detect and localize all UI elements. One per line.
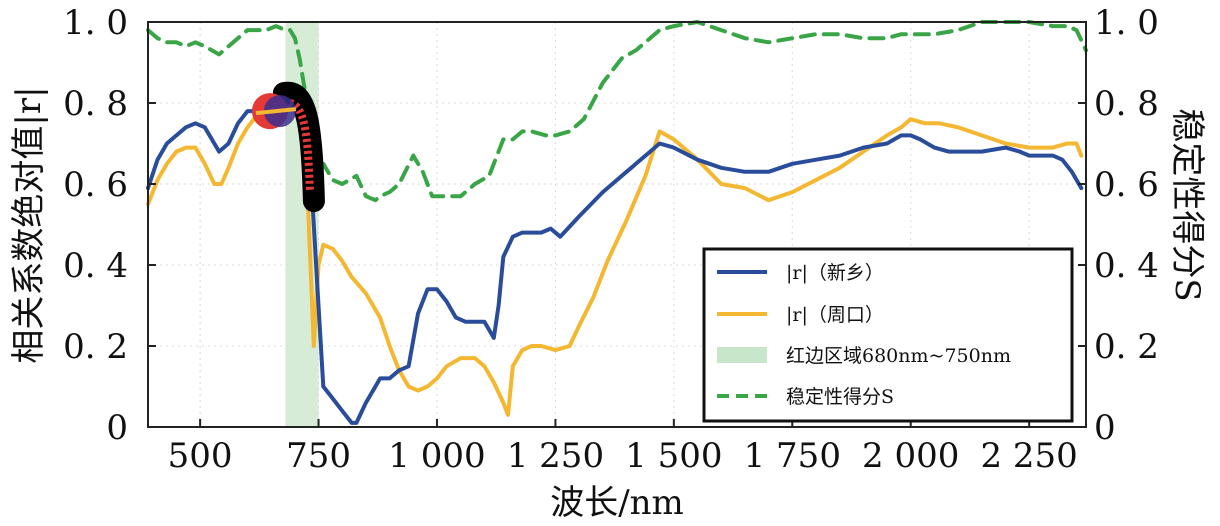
legend-label: 稳定性得分S: [786, 386, 894, 408]
y-left-tick-label: 0. 6: [63, 165, 128, 205]
legend-label: 红边区域680nm~750nm: [786, 345, 1011, 367]
x-tick-label: 1 750: [744, 436, 841, 476]
highlight-stroke-yellow: [255, 107, 297, 116]
highlight-cluster: [251, 81, 325, 213]
y-left-tick-label: 0: [106, 408, 128, 448]
x-tick-label: 1 250: [507, 436, 604, 476]
x-tick-label: 1 000: [388, 436, 485, 476]
x-tick-label: 750: [286, 436, 351, 476]
x-tick-label: 2 000: [862, 436, 959, 476]
x-axis-title: 波长/nm: [550, 483, 684, 523]
legend-label: |r|（周口）: [786, 304, 884, 326]
y-left-tick-label: 0. 8: [63, 84, 128, 124]
legend-frame: [702, 247, 1074, 423]
y-right-tick-label: 0: [1094, 408, 1116, 448]
plot-frame: [147, 21, 1087, 428]
y-right-tick-label: 0. 8: [1094, 84, 1159, 124]
y-right-axis-ticks: 0 0. 2 0. 4 0. 6 0. 8 1. 0: [1078, 3, 1159, 448]
legend: |r|（新乡） |r|（周口） 红边区域680nm~750nm 稳定性得分S: [702, 247, 1074, 423]
x-axis-ticks: 500 750 1 000 1 250 1 500 1 750 2 000 2 250: [168, 419, 1078, 476]
y-left-axis-ticks: 0 0. 2 0. 4 0. 6 0. 8 1. 0: [63, 3, 156, 448]
y-right-tick-label: 0. 6: [1094, 165, 1159, 205]
legend-label: |r|（新乡）: [786, 262, 884, 284]
x-tick-label: 1 500: [625, 436, 722, 476]
y-right-tick-label: 0. 2: [1094, 327, 1159, 367]
y-left-tick-label: 0. 2: [63, 327, 128, 367]
x-tick-label: 2 250: [980, 436, 1077, 476]
y-left-tick-label: 0. 4: [63, 246, 128, 286]
x-tick-label: 500: [168, 436, 233, 476]
y-left-axis-title: 相关系数绝对值|r|: [9, 86, 49, 363]
y-right-axis-title: 稳定性得分S: [1167, 108, 1207, 301]
legend-swatch-patch: [717, 347, 767, 363]
y-left-tick-label: 1. 0: [63, 3, 128, 43]
y-right-tick-label: 1. 0: [1094, 3, 1159, 43]
y-right-tick-label: 0. 4: [1094, 246, 1159, 286]
